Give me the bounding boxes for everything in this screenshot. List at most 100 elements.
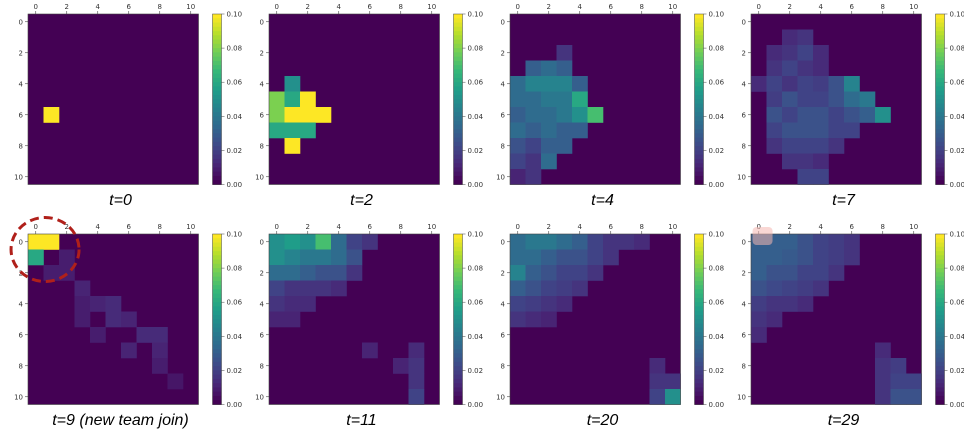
heatmap-cell <box>797 60 814 77</box>
colorbar-frame <box>694 233 704 405</box>
colorbar-segment <box>935 246 945 252</box>
colorbar-segment <box>694 18 704 23</box>
colorbar-segment <box>935 242 945 248</box>
heatmap-cell <box>152 358 168 374</box>
heatmap-cell <box>906 389 922 405</box>
colorbar-segment <box>453 366 463 371</box>
colorbar-segment <box>935 99 945 104</box>
colorbar-segment <box>694 276 704 282</box>
colorbar-segment <box>212 276 222 282</box>
colorbar-segment <box>694 133 704 139</box>
heatmap-cell <box>797 138 814 154</box>
colorbar-segment <box>935 314 945 320</box>
heatmap-cell <box>269 311 285 328</box>
heatmap-cell <box>525 249 542 266</box>
heatmap-cell <box>828 91 845 108</box>
x-tick-label: 8 <box>399 223 403 231</box>
highlight-circle <box>9 216 81 283</box>
colorbar-segment <box>212 103 222 109</box>
y-tick-label: 2 <box>501 49 505 57</box>
colorbar-segment <box>453 285 463 290</box>
colorbar-segment <box>453 48 463 53</box>
colorbar-segment <box>935 234 945 239</box>
colorbar-segment <box>212 400 222 405</box>
heatmap-cell <box>408 389 425 405</box>
colorbar-segment <box>212 234 222 239</box>
heatmap-cell <box>766 249 783 266</box>
colorbar-segment <box>694 158 704 164</box>
colorbar-frame <box>453 233 463 405</box>
colorbar-segment <box>935 297 945 303</box>
colorbar-segment <box>212 285 222 290</box>
colorbar-segment <box>935 146 945 151</box>
heatmap-cell <box>782 296 798 312</box>
heatmap-cell <box>541 265 557 281</box>
colorbar-segment <box>212 22 222 28</box>
colorbar-segment <box>694 310 704 316</box>
colorbar-segment <box>935 383 945 388</box>
x-tick-label: 2 <box>547 3 551 11</box>
heatmap-cell <box>906 373 922 390</box>
caption: t=9 (new team join) <box>52 412 189 429</box>
heatmap-cell <box>813 91 829 108</box>
colorbar-segment <box>935 90 945 96</box>
heatmap-cell <box>797 107 814 123</box>
heatmap-cell <box>813 280 829 297</box>
heatmap-cell <box>43 265 60 281</box>
colorbar-segment <box>212 163 222 168</box>
colorbar-segment <box>935 77 945 83</box>
colorbar-segment <box>212 120 222 126</box>
colorbar-segment <box>694 26 704 32</box>
colorbar-segment <box>212 14 222 19</box>
heatmap-cell <box>121 311 137 328</box>
colorbar-segment <box>935 349 945 354</box>
x-tick-label: 2 <box>788 223 792 231</box>
y-tick-label: 4 <box>19 300 24 308</box>
colorbar-segment <box>935 259 945 265</box>
colorbar-segment <box>212 129 222 134</box>
heatmap-cell <box>875 342 891 359</box>
heatmap-cell <box>751 265 767 281</box>
heatmap-cell <box>284 311 301 328</box>
colorbar-segment <box>935 374 945 380</box>
colorbar-segment <box>935 18 945 23</box>
heatmap-cell <box>556 45 573 61</box>
heatmap-cell <box>828 107 845 123</box>
colorbar-segment <box>935 60 945 66</box>
heatmap-cell <box>556 76 573 92</box>
colorbar-segment <box>453 340 463 346</box>
colorbar-segment <box>212 361 222 367</box>
highlight-marker <box>752 227 773 245</box>
colorbar-segment <box>935 124 945 130</box>
x-tick-label: 10 <box>186 223 195 231</box>
colorbar-segment <box>694 340 704 346</box>
x-tick-label: 4 <box>96 3 101 11</box>
colorbar-segment <box>935 171 945 177</box>
heatmap-cell <box>510 234 526 250</box>
heatmap-cell <box>797 234 814 250</box>
colorbar-segment <box>694 391 704 397</box>
colorbar-tick-label: 0.06 <box>468 299 484 307</box>
heatmap-cell <box>525 153 542 170</box>
colorbar-segment <box>453 387 463 393</box>
colorbar-segment <box>453 60 463 66</box>
colorbar-segment <box>694 82 704 87</box>
colorbar-segment <box>212 77 222 83</box>
colorbar-tick-label: 0.06 <box>709 299 725 307</box>
heatmap-cell <box>859 107 876 123</box>
colorbar-segment <box>694 22 704 28</box>
heatmap-cell <box>649 358 666 374</box>
heatmap-cell <box>541 138 557 154</box>
colorbar-segment <box>935 52 945 58</box>
x-tick-label: 10 <box>909 223 918 231</box>
colorbar-segment <box>453 259 463 265</box>
colorbar-segment <box>212 43 222 49</box>
colorbar-segment <box>694 167 704 173</box>
colorbar-segment <box>694 263 704 269</box>
colorbar-tick-label: 0.04 <box>950 333 964 341</box>
colorbar-segment <box>935 366 945 371</box>
colorbar-segment <box>453 124 463 130</box>
heatmap-cell <box>813 234 829 250</box>
heatmap-cell <box>797 169 814 185</box>
colorbar-tick-label: 0.00 <box>950 181 964 189</box>
